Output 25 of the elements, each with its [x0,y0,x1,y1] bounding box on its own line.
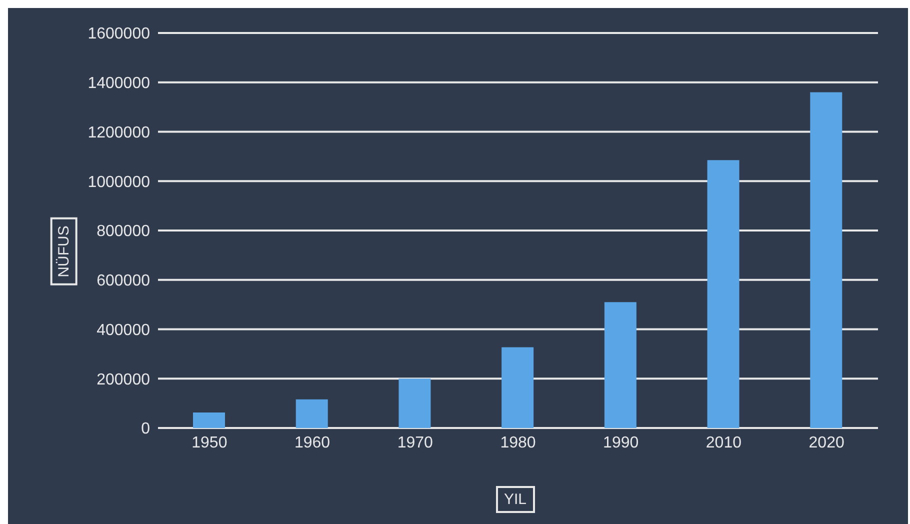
x-tick-label: 1970 [397,434,434,452]
y-tick-label: 400000 [96,322,150,339]
y-tick-label: 200000 [96,371,150,388]
bar [810,92,842,428]
bar [502,347,534,428]
x-axis-title: YIL [496,486,535,513]
bar [398,378,431,428]
bar [707,160,740,428]
bar [296,399,328,428]
y-tick-label: 1000000 [88,174,150,191]
y-tick-label: 600000 [96,272,150,290]
x-tick-label: 1990 [603,434,639,452]
y-tick-label: 1400000 [88,75,150,92]
x-tick-label: 2020 [808,434,844,452]
bar [193,412,225,428]
x-tick-label: 1950 [192,434,228,452]
y-tick-label: 1200000 [88,124,150,142]
y-tick-label: 1600000 [88,26,150,43]
y-axis-title: NÜFUS [50,218,78,286]
bar [604,302,636,428]
y-tick-label: 0 [141,420,150,438]
y-tick-label: 800000 [96,223,150,240]
x-tick-label: 1960 [294,434,330,452]
x-tick-label: 2010 [706,434,742,452]
x-tick-label: 1980 [500,434,536,452]
